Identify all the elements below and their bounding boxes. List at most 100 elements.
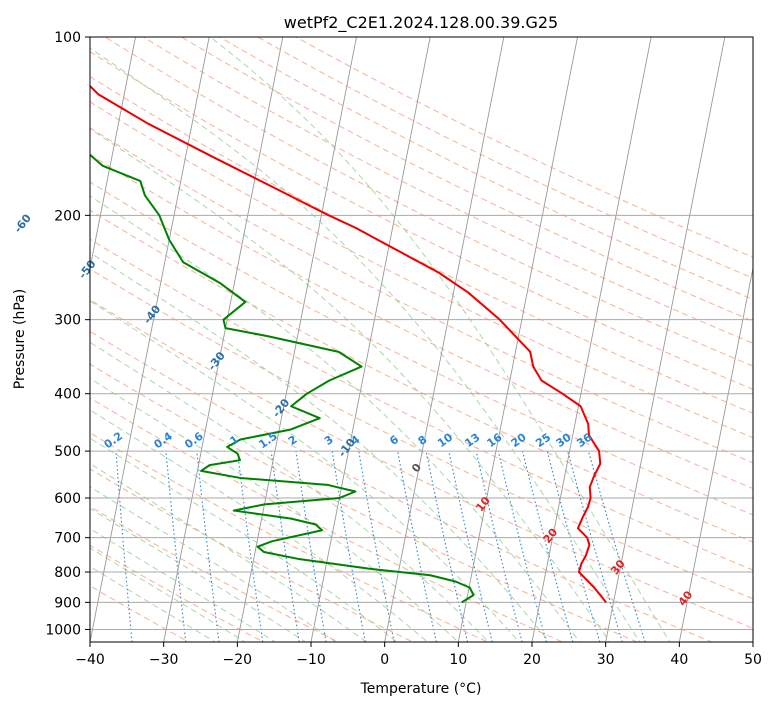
- dry-adiabat: [180, 37, 753, 322]
- isotherm-label: -40: [141, 302, 164, 326]
- dry-adiabat: [90, 238, 753, 571]
- mixing-ratio-line: [425, 451, 469, 642]
- y-axis-label: Pressure (hPa): [12, 289, 28, 389]
- dry-adiabat: [90, 154, 753, 490]
- isotherm-label: -50: [76, 257, 99, 281]
- dry-adiabat: [142, 37, 753, 344]
- y-tick-label: 1000: [45, 622, 81, 638]
- mixing-ratio-label: 2: [286, 433, 300, 448]
- isotherm-line: [678, 265, 753, 642]
- grid-layer: [0, 24, 753, 654]
- moist-adiabat: [209, 37, 671, 642]
- x-tick-label: 0: [380, 652, 389, 668]
- moist-adiabat: [90, 547, 247, 642]
- dry-adiabat: [90, 101, 753, 439]
- mixing-ratio-line: [196, 451, 220, 642]
- moist-adiabat: [90, 565, 217, 642]
- dry-adiabat: [90, 75, 753, 414]
- dry-adiabat: [90, 299, 753, 629]
- isotherm-line: [90, 37, 136, 271]
- moist-adiabat: [90, 47, 641, 642]
- mixing-ratio-line: [497, 451, 547, 642]
- moist-adiabat: [90, 437, 398, 642]
- mixing-ratio-label: 0.4: [152, 429, 176, 451]
- mixing-ratio-line: [448, 451, 493, 642]
- mixing-ratio-label: 13: [462, 431, 482, 450]
- dry-adiabat: [90, 585, 190, 642]
- mixing-ratio-label: 25: [533, 431, 553, 450]
- isotherm-label: 30: [608, 557, 628, 577]
- isotherm-line: [384, 37, 505, 642]
- y-tick-label: 700: [54, 531, 81, 547]
- mixing-ratio-line: [588, 451, 646, 642]
- mixing-ratio-label: 6: [387, 433, 401, 448]
- mixing-ratio-label: 20: [509, 430, 529, 450]
- mixing-ratio-label: 8: [416, 433, 430, 448]
- isotherm-line: [90, 37, 210, 642]
- moist-adiabat: [90, 195, 581, 642]
- dry-adiabat: [294, 37, 753, 258]
- dry-adiabat: [90, 363, 639, 642]
- moist-adiabat: [90, 377, 459, 642]
- mixing-ratio-line: [358, 451, 395, 642]
- y-tick-label: 300: [54, 313, 81, 329]
- x-tick-label: −40: [75, 652, 105, 668]
- mixing-ratio-line: [397, 451, 437, 642]
- x-tick-label: −30: [149, 652, 179, 668]
- dewpoint-profile-line: [90, 153, 475, 604]
- isotherm-label: 0: [409, 461, 424, 475]
- moist-adiabat: [90, 341, 490, 642]
- dry-adiabat: [90, 181, 753, 516]
- dry-adiabat: [90, 209, 753, 543]
- chart-title: wetPf2_C2E1.2024.128.00.39.G25: [284, 13, 558, 33]
- isotherm-label: 40: [676, 588, 696, 608]
- isotherm-line: [236, 37, 357, 642]
- y-tick-label: 400: [54, 387, 81, 403]
- isotherm-label: -20: [270, 396, 293, 420]
- mixing-ratio-line: [115, 451, 133, 642]
- mixing-ratio-label: 10: [435, 430, 455, 450]
- isotherm-line: [531, 37, 652, 642]
- mixing-ratio-label: 0.2: [102, 429, 125, 451]
- y-tick-label: 200: [54, 208, 81, 224]
- x-axis-label: Temperature (°C): [360, 681, 482, 697]
- mixing-ratio-label: 30: [554, 431, 574, 451]
- isotherm-line: [0, 24, 64, 654]
- dry-adiabat: [256, 37, 753, 279]
- y-tick-label: 600: [54, 491, 81, 507]
- data-layer: [90, 84, 607, 604]
- mixing-ratio-line: [331, 451, 366, 642]
- mixing-ratio-label: 3: [322, 433, 336, 448]
- moist-adiabat: [90, 409, 429, 642]
- mixing-ratio-label: 16: [484, 430, 504, 450]
- plot-frame: [89, 36, 754, 643]
- x-tick-label: 20: [523, 652, 541, 668]
- mixing-ratio-label: 36: [574, 431, 594, 451]
- x-tick-label: 50: [744, 652, 762, 668]
- mixing-ratio-line: [567, 451, 623, 642]
- x-tick-label: 30: [597, 652, 615, 668]
- mixing-ratio-line: [522, 451, 574, 642]
- isotherm-label: 20: [541, 526, 561, 546]
- moist-adiabat: [90, 528, 277, 642]
- isotherm-line: [163, 37, 284, 642]
- dry-adiabat: [90, 468, 415, 642]
- dry-adiabat: [90, 505, 340, 642]
- x-tick-label: −10: [296, 652, 326, 668]
- mixing-ratio-line: [69, 452, 82, 642]
- isotherm-line: [752, 639, 753, 642]
- mixing-ratio-line: [270, 451, 300, 642]
- y-tick-label: 900: [54, 595, 81, 611]
- isotherm-label: -60: [11, 211, 34, 235]
- dry-adiabat: [90, 330, 714, 642]
- temperature-profile-line: [90, 84, 607, 603]
- y-tick-label: 500: [54, 444, 81, 460]
- x-tick-label: 40: [670, 652, 688, 668]
- mixing-ratio-label: 0.6: [182, 429, 206, 451]
- dry-adiabat: [90, 268, 753, 600]
- mixing-ratio-line: [546, 451, 601, 642]
- y-tick-label: 800: [54, 565, 81, 581]
- dry-adiabat: [90, 432, 489, 642]
- x-tick-label: −20: [223, 652, 253, 668]
